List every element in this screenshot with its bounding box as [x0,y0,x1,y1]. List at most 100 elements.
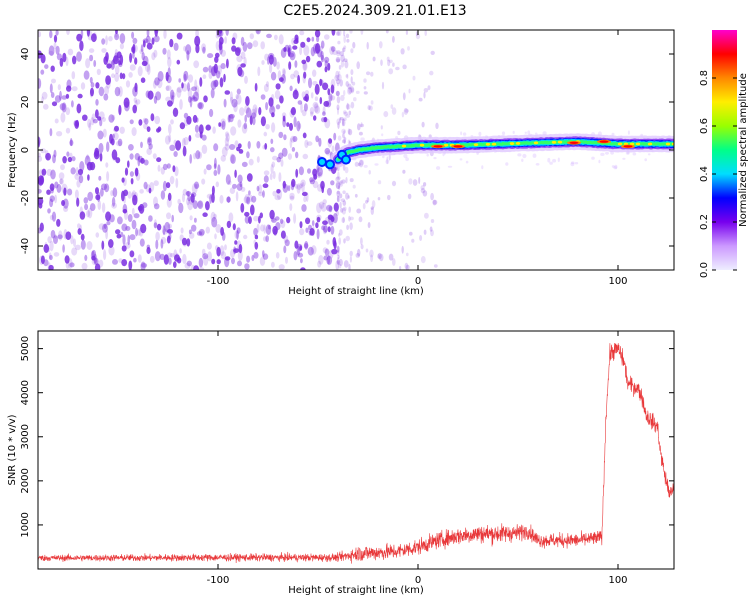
noise-blob [345,33,350,39]
noise-blob [119,33,126,44]
noise-blob [387,194,391,201]
noise-blob [54,181,59,189]
noise-blob [239,107,245,116]
noise-blob [433,157,437,160]
noise-blob [245,107,252,118]
snr-ytick-label: 2000 [20,468,31,493]
noise-blob [326,255,333,265]
noise-blob [134,167,139,177]
noise-blob [153,219,157,229]
noise-blob [357,248,361,257]
noise-blob [304,139,309,149]
noise-blob [62,244,65,253]
snr-xtick-label: 0 [415,575,421,586]
noise-blob [191,95,196,100]
noise-blob [165,96,171,102]
noise-blob [220,63,226,70]
noise-blob [336,251,340,257]
noise-blob [202,66,209,73]
noise-blob [183,112,189,119]
noise-blob [297,252,304,258]
noise-blob [321,117,326,123]
noise-blob [261,60,265,65]
noise-blob [404,262,409,270]
noise-blob [295,168,299,178]
noise-blob [49,254,53,261]
noise-blob [301,109,307,117]
noise-blob [314,96,318,101]
noise-blob [337,171,340,179]
noise-blob [342,133,345,139]
noise-blob [152,80,157,89]
noise-blob [155,91,162,101]
noise-blob [111,202,117,209]
noise-blob [147,64,151,76]
noise-blob [84,203,89,211]
noise-blob [74,189,79,199]
noise-blob [233,248,240,254]
noise-blob [318,254,324,265]
noise-blob [145,90,150,98]
noise-blob [303,71,307,79]
noise-blob [66,85,72,92]
noise-blob [289,122,293,131]
noise-blob [194,217,197,223]
noise-blob [254,107,258,118]
noise-blob [254,234,259,240]
noise-blob [430,192,434,201]
noise-blob [281,147,288,157]
noise-blob [433,264,438,268]
noise-blob [76,33,83,42]
noise-blob [206,193,213,199]
noise-blob [111,73,115,78]
noise-blob [213,63,218,74]
noise-blob [267,56,270,65]
noise-blob [273,228,278,236]
noise-blob [176,86,183,93]
spectrogram-ytick-label: 20 [20,96,31,109]
noise-blob [370,254,374,263]
noise-blob [192,114,198,123]
noise-blob [185,44,192,55]
noise-blob [131,31,135,39]
noise-blob [350,101,355,109]
noise-blob [286,216,291,224]
noise-blob [231,98,238,108]
noise-blob [208,65,213,73]
noise-blob [343,137,347,141]
noise-blob [236,240,242,251]
noise-blob [109,214,115,223]
noise-blob [76,197,80,207]
noise-blob [391,180,397,187]
noise-blob [302,132,307,139]
noise-blob [90,87,94,97]
noise-blob [211,185,215,196]
noise-blob [300,258,303,264]
noise-blob [183,45,187,52]
noise-blob [137,254,142,263]
noise-blob [215,52,220,58]
noise-blob [465,160,469,164]
noise-blob [336,249,340,254]
noise-blob [111,59,116,69]
noise-blob [162,228,169,235]
noise-blob [295,37,299,43]
noise-blob [89,76,93,84]
noise-blob [173,261,177,268]
noise-blob [411,238,415,243]
noise-blob [343,238,346,244]
noise-blob [308,230,313,236]
noise-blob [320,40,325,49]
noise-blob [360,244,364,250]
noise-blob [341,179,346,184]
noise-blob [279,218,284,224]
noise-blob [408,178,413,185]
noise-blob [256,156,260,163]
noise-blob [296,120,301,132]
noise-blob [260,41,266,50]
noise-blob [186,197,190,206]
noise-blob [166,49,171,60]
noise-blob [356,61,361,70]
noise-blob [338,185,341,190]
noise-blob [387,59,391,67]
